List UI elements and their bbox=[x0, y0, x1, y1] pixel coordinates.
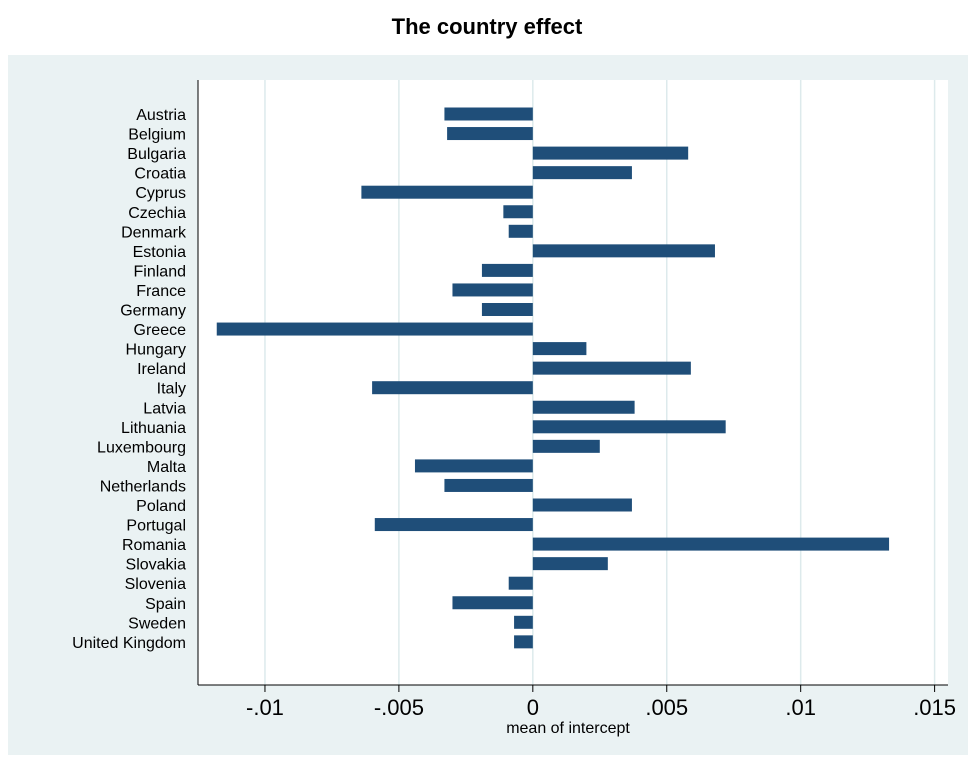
bar-sweden bbox=[514, 615, 533, 629]
category-label: Luxembourg bbox=[97, 439, 186, 456]
bar-poland bbox=[532, 498, 632, 512]
bar-slovenia bbox=[508, 576, 533, 590]
category-label: Slovenia bbox=[125, 576, 186, 593]
x-axis-title: mean of intercept bbox=[506, 720, 630, 737]
bar-hungary bbox=[532, 342, 587, 356]
category-label: Italy bbox=[157, 381, 186, 398]
bar-belgium bbox=[447, 127, 533, 141]
category-label: Romania bbox=[122, 537, 186, 554]
bar-germany bbox=[481, 303, 533, 316]
bar-ireland bbox=[532, 361, 691, 375]
bar-lithuania bbox=[532, 420, 726, 434]
category-label: Germany bbox=[120, 303, 186, 320]
bar-netherlands bbox=[444, 478, 533, 492]
category-label: Hungary bbox=[126, 342, 186, 359]
x-tick-label: -.01 bbox=[246, 695, 284, 720]
bar-united-kingdom bbox=[514, 635, 533, 649]
category-label: Slovakia bbox=[126, 557, 187, 574]
category-label: Ireland bbox=[137, 361, 186, 378]
category-label: Croatia bbox=[134, 166, 186, 183]
bar-luxembourg bbox=[532, 439, 600, 453]
bar-slovakia bbox=[532, 557, 608, 571]
bar-spain bbox=[452, 596, 533, 610]
axes: -.01 -.005 0 .005 .01 .015 Austria Belgium Bulga… bbox=[72, 80, 956, 720]
plot-area bbox=[198, 80, 948, 685]
bar-finland bbox=[481, 263, 533, 277]
x-tick-label: .01 bbox=[785, 695, 816, 720]
x-tick-label: -.005 bbox=[374, 695, 424, 720]
bar-malta bbox=[414, 459, 533, 473]
category-label: Austria bbox=[136, 107, 186, 124]
bar-portugal bbox=[374, 518, 533, 532]
category-label: Lithuania bbox=[121, 420, 186, 437]
category-label: Portugal bbox=[126, 518, 186, 535]
category-label: Malta bbox=[147, 459, 186, 476]
bar-italy bbox=[372, 381, 533, 395]
category-label: Bulgaria bbox=[127, 146, 186, 163]
category-label: Latvia bbox=[143, 400, 186, 417]
bars bbox=[216, 107, 890, 649]
category-label: Poland bbox=[136, 498, 186, 515]
category-label: Spain bbox=[145, 596, 186, 613]
x-tick-label: .005 bbox=[645, 695, 688, 720]
bar-bulgaria bbox=[532, 146, 689, 160]
category-label: United Kingdom bbox=[72, 635, 186, 652]
bar-romania bbox=[532, 537, 890, 551]
category-label: Belgium bbox=[128, 127, 186, 144]
category-label: Denmark bbox=[121, 224, 187, 241]
category-label: Czechia bbox=[128, 205, 186, 222]
category-label: Netherlands bbox=[100, 478, 186, 495]
category-label: Cyprus bbox=[135, 185, 186, 202]
bar-greece bbox=[216, 322, 533, 336]
x-tick-label: 0 bbox=[527, 695, 539, 720]
category-label: Finland bbox=[134, 263, 186, 280]
bar-estonia bbox=[532, 244, 715, 258]
bar-austria bbox=[444, 107, 533, 121]
bar-france bbox=[452, 283, 533, 297]
bar-latvia bbox=[532, 400, 635, 414]
x-tick-label: .015 bbox=[913, 695, 956, 720]
category-label: Sweden bbox=[128, 615, 186, 632]
bar-denmark bbox=[508, 224, 533, 238]
bar-cyprus bbox=[361, 185, 533, 199]
bar-croatia bbox=[532, 166, 632, 180]
chart-title: The country effect bbox=[391, 14, 583, 39]
bar-czechia bbox=[503, 205, 533, 219]
gridlines bbox=[264, 80, 936, 685]
category-label: Greece bbox=[134, 322, 187, 339]
category-label: France bbox=[136, 283, 186, 300]
category-label: Estonia bbox=[133, 244, 186, 261]
